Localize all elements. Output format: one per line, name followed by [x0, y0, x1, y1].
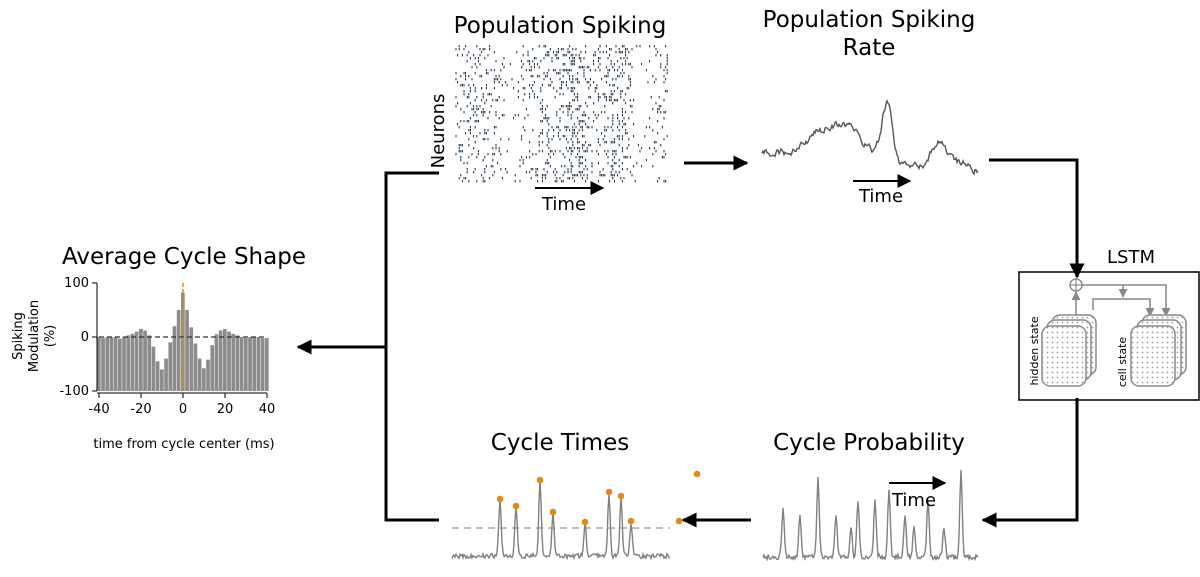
cycle-times-title: Cycle Times — [491, 430, 629, 456]
cycle-markers — [496, 470, 701, 526]
chart-bar — [235, 335, 240, 391]
cycle-marker — [675, 517, 683, 525]
chart-bar — [151, 346, 156, 391]
chart-bar — [147, 335, 152, 391]
rate-trace — [761, 98, 979, 176]
chart-bar — [252, 337, 257, 391]
chart-bar — [265, 338, 269, 391]
chart-bar — [239, 337, 244, 391]
cycle-marker — [627, 517, 635, 525]
probability-trace — [762, 469, 979, 562]
chart-bar — [189, 327, 194, 391]
chart-bar — [210, 345, 215, 391]
hidden-state-label: hidden state — [1028, 316, 1041, 385]
flow-arrows — [296, 155, 1085, 528]
x-tick-label: 0 — [179, 402, 187, 417]
cycle-times-panel: Cycle Times — [451, 430, 701, 561]
chart-bar — [214, 334, 219, 391]
raster-xlabel: Time — [541, 194, 586, 215]
chart-bar — [139, 328, 143, 391]
chart-bar — [248, 337, 252, 391]
rate-title-line1: Population Spiking — [763, 7, 976, 33]
chart-bar — [223, 328, 227, 391]
rate-title-line2: Rate — [843, 35, 896, 61]
cycle-marker — [605, 488, 613, 496]
lstm-title: LSTM — [1107, 247, 1155, 268]
chart-bar — [164, 358, 168, 391]
cycle-marker — [581, 518, 589, 526]
chart-ticks: 100 0 -100 -40 -20 0 20 40 — [59, 276, 275, 417]
gate-line — [1082, 284, 1171, 317]
probability-xlabel: Time — [891, 490, 936, 511]
y-tick-label: 0 — [81, 330, 89, 345]
ylabel-line1: Spiking — [11, 312, 26, 360]
chart-title: Average Cycle Shape — [62, 244, 306, 270]
ylabel-line3: (%) — [43, 325, 58, 348]
cycle-marker — [536, 476, 544, 484]
chart-bar — [118, 338, 122, 391]
hidden-state-block — [1041, 314, 1097, 387]
raster-panel: Population Spiking Neurons Time — [428, 13, 668, 215]
chart-bar — [97, 337, 101, 391]
cycle-marker — [549, 508, 557, 516]
average-cycle-chart: Average Cycle Shape Spiking Modulation (… — [11, 244, 306, 452]
chart-bar — [197, 358, 202, 391]
probability-panel: Cycle Probability Time — [762, 430, 979, 562]
rate-panel: Population Spiking Rate Time — [761, 7, 979, 207]
chart-bar — [122, 337, 126, 391]
chart-bar — [130, 333, 135, 391]
raster-title: Population Spiking — [454, 13, 667, 39]
spike-raster — [455, 45, 668, 183]
chart-bar — [172, 326, 177, 391]
arrow-rate-to-lstm — [989, 158, 1085, 279]
chart-bars — [97, 283, 269, 391]
chart-bar — [143, 330, 147, 391]
y-tick-label: -100 — [59, 384, 89, 399]
chart-bar — [181, 292, 185, 391]
chart-bar — [105, 337, 110, 391]
chart-bar — [244, 338, 248, 391]
lstm-panel: LSTM hidden state cell state — [1018, 247, 1200, 401]
chart-bar — [193, 343, 198, 391]
chart-xlabel: time from cycle center (ms) — [93, 437, 274, 452]
rate-xlabel: Time — [858, 186, 903, 207]
chart-bar — [113, 337, 118, 391]
cycle-marker — [617, 492, 625, 500]
arrow-lstm-to-probability — [981, 398, 1079, 528]
chart-bar — [126, 335, 131, 391]
cycle-marker — [693, 470, 701, 478]
y-tick-label: 100 — [64, 276, 89, 291]
bracket-combine — [384, 171, 439, 522]
chart-bar — [160, 369, 164, 391]
probability-title: Cycle Probability — [773, 430, 965, 456]
chart-bar — [202, 368, 206, 391]
chart-bar — [185, 310, 189, 391]
chart-bar — [260, 338, 265, 391]
ylabel-line2: Modulation — [27, 300, 42, 372]
chart-bar — [109, 337, 114, 391]
chart-bar — [227, 331, 231, 391]
x-tick-label: 40 — [259, 402, 276, 417]
cycle-marker — [496, 495, 504, 503]
x-tick-label: -20 — [130, 402, 151, 417]
chart-bar — [168, 342, 173, 391]
chart-bar — [206, 359, 210, 391]
chart-bar — [101, 338, 105, 391]
chart-bar — [256, 337, 261, 391]
cycle-times-trace — [451, 479, 671, 561]
cell-state-label: cell state — [1116, 337, 1129, 388]
raster-ylabel: Neurons — [428, 94, 449, 169]
chart-bar — [176, 310, 181, 391]
chart-bar — [218, 330, 223, 391]
chart-bar — [134, 331, 139, 391]
cycle-marker — [512, 502, 520, 510]
x-tick-label: -40 — [88, 402, 109, 417]
chart-bar — [231, 333, 236, 391]
chart-bar — [155, 361, 160, 391]
cell-state-block — [1130, 314, 1187, 387]
x-tick-label: 20 — [217, 402, 234, 417]
